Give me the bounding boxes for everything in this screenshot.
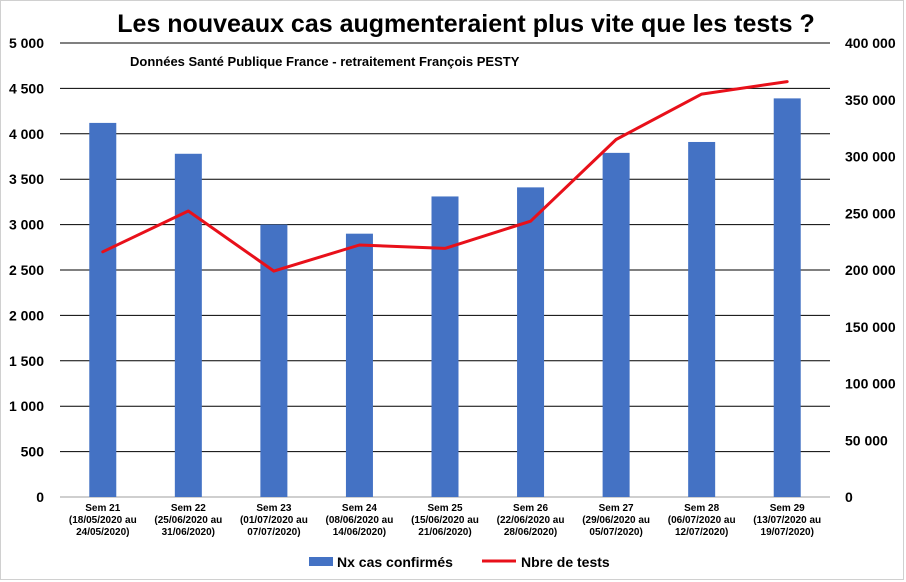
left-tick-label: 3 500 [9, 171, 44, 187]
bar [773, 98, 801, 497]
x-tick-label: Sem 22 [171, 503, 206, 514]
right-tick-label: 200 000 [845, 262, 896, 278]
chart-subtitle: Données Santé Publique France - retraite… [130, 54, 520, 69]
bar [89, 122, 117, 498]
left-tick-label: 500 [21, 444, 45, 460]
x-tick-label: 31/06/2020) [162, 527, 215, 538]
x-tick-label: 28/06/2020) [504, 527, 557, 538]
right-axis-ticks: 0 50 000 100 000 150 000 200 000 250 000 300 0… [845, 35, 896, 505]
right-tick-label: 100 000 [845, 376, 896, 392]
left-tick-label: 3 000 [9, 217, 44, 233]
bar [517, 187, 545, 497]
bar [174, 153, 202, 497]
x-tick-label: Sem 25 [427, 503, 462, 514]
right-tick-label: 400 000 [845, 35, 896, 51]
x-tick-label: Sem 21 [85, 503, 120, 514]
legend-label-line: Nbre de tests [521, 554, 610, 570]
left-tick-label: 4 500 [9, 80, 44, 96]
x-tick-label: (18/05/2020 au [69, 515, 137, 526]
x-tick-label: (13/07/2020 au [753, 515, 821, 526]
x-tick-label: 24/05/2020) [76, 527, 129, 538]
right-tick-label: 350 000 [845, 92, 896, 108]
left-tick-label: 5 000 [9, 35, 44, 51]
bar [431, 196, 459, 497]
tests-line [101, 80, 789, 273]
left-tick-label: 1 000 [9, 398, 44, 414]
bar-series [89, 98, 801, 498]
x-tick-label: Sem 27 [599, 503, 634, 514]
x-tick-label: (01/07/2020 au [240, 515, 308, 526]
x-tick-label: 07/07/2020) [247, 527, 300, 538]
legend: Nx cas confirmés Nbre de tests [309, 554, 610, 570]
x-tick-label: (22/06/2020 au [497, 515, 565, 526]
right-tick-label: 0 [845, 489, 853, 505]
left-tick-label: 1 500 [9, 353, 44, 369]
legend-label-bars: Nx cas confirmés [337, 554, 453, 570]
chart-title: Les nouveaux cas augmenteraient plus vit… [117, 10, 814, 38]
right-tick-label: 250 000 [845, 205, 896, 221]
x-tick-label: Sem 23 [256, 503, 291, 514]
x-tick-label: 12/07/2020) [675, 527, 728, 538]
x-tick-label: (15/06/2020 au [411, 515, 479, 526]
bar [602, 152, 630, 498]
x-tick-label: (29/06/2020 au [582, 515, 650, 526]
x-tick-label: 21/06/2020) [418, 527, 471, 538]
line-series [101, 80, 789, 273]
x-tick-label: Sem 28 [684, 503, 719, 514]
left-tick-label: 2 500 [9, 262, 44, 278]
right-tick-label: 150 000 [845, 319, 896, 335]
left-tick-label: 2 000 [9, 307, 44, 323]
x-tick-label: 14/06/2020) [333, 527, 386, 538]
x-tick-label: Sem 24 [342, 503, 377, 514]
x-tick-label: 05/07/2020) [589, 527, 642, 538]
legend-swatch-bars [309, 557, 333, 566]
bar [345, 233, 373, 497]
x-tick-label: 19/07/2020) [761, 527, 814, 538]
left-tick-label: 4 000 [9, 126, 44, 142]
left-tick-label: 0 [36, 489, 44, 505]
x-tick-label: (08/06/2020 au [326, 515, 394, 526]
x-tick-label: Sem 29 [770, 503, 805, 514]
x-tick-label: (25/06/2020 au [154, 515, 222, 526]
right-tick-label: 300 000 [845, 149, 896, 165]
right-tick-label: 50 000 [845, 432, 888, 448]
left-axis-ticks: 0 500 1 000 1 500 2 000 2 500 3 000 3 500 4 000 4… [9, 35, 44, 505]
x-tick-label: (06/07/2020 au [668, 515, 736, 526]
x-tick-label: Sem 26 [513, 503, 548, 514]
bar [688, 141, 716, 498]
